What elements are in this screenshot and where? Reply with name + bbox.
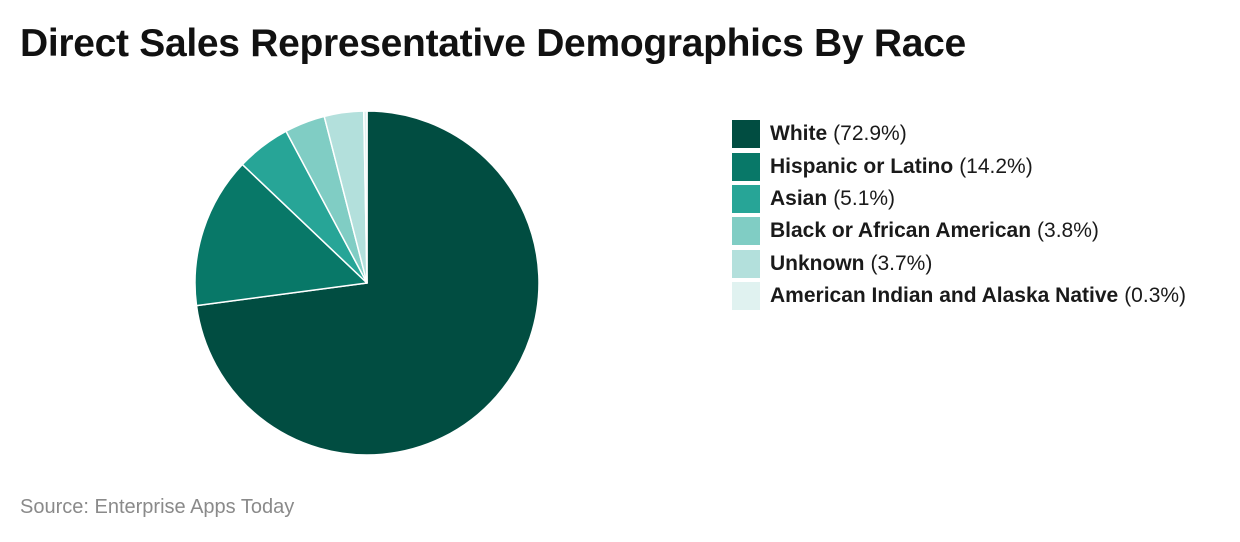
legend-item-hispanic-or-latino: Hispanic or Latino (14.2%)	[732, 150, 1186, 182]
pie-slice-american-indian-and-alaska-native	[363, 110, 368, 284]
legend-item-american-indian-and-alaska-native: American Indian and Alaska Native (0.3%)	[732, 280, 1186, 312]
legend-swatch	[732, 120, 760, 149]
legend-item-black-or-african-american: Black or African American (3.8%)	[732, 215, 1186, 247]
legend-label: Unknown	[770, 251, 865, 275]
legend-item-white: White (72.9%)	[732, 118, 1186, 150]
legend-swatch	[732, 249, 760, 278]
legend-value: (72.9%)	[833, 122, 907, 146]
legend-label: Asian	[770, 186, 828, 210]
legend-value: (14.2%)	[959, 154, 1033, 178]
legend-value: (5.1%)	[833, 186, 896, 210]
legend-label: Hispanic or Latino	[770, 154, 954, 178]
pie-chart	[194, 110, 540, 456]
pie-slice-white	[195, 110, 540, 456]
pie-slice-hispanic-or-latino	[194, 163, 368, 307]
legend-label: Black or African American	[770, 219, 1032, 243]
legend-swatch	[732, 184, 760, 213]
legend-swatch	[732, 217, 760, 246]
chart-legend: White (72.9%) Hispanic or Latino (14.2%) Asi…	[732, 118, 1186, 312]
legend-item-unknown: Unknown (3.7%)	[732, 248, 1186, 280]
legend-value: (3.7%)	[870, 251, 933, 275]
chart-title: Direct Sales Representative Demographics…	[20, 22, 966, 65]
legend-label: American Indian and Alaska Native	[770, 284, 1119, 308]
legend-swatch	[732, 282, 760, 311]
source-note: Source: Enterprise Apps Today	[20, 496, 295, 518]
legend-label: White	[770, 122, 828, 146]
legend-value: (3.8%)	[1037, 219, 1099, 243]
legend-value: (0.3%)	[1124, 284, 1187, 308]
legend-item-asian: Asian (5.1%)	[732, 183, 1186, 215]
legend-swatch	[732, 152, 760, 181]
